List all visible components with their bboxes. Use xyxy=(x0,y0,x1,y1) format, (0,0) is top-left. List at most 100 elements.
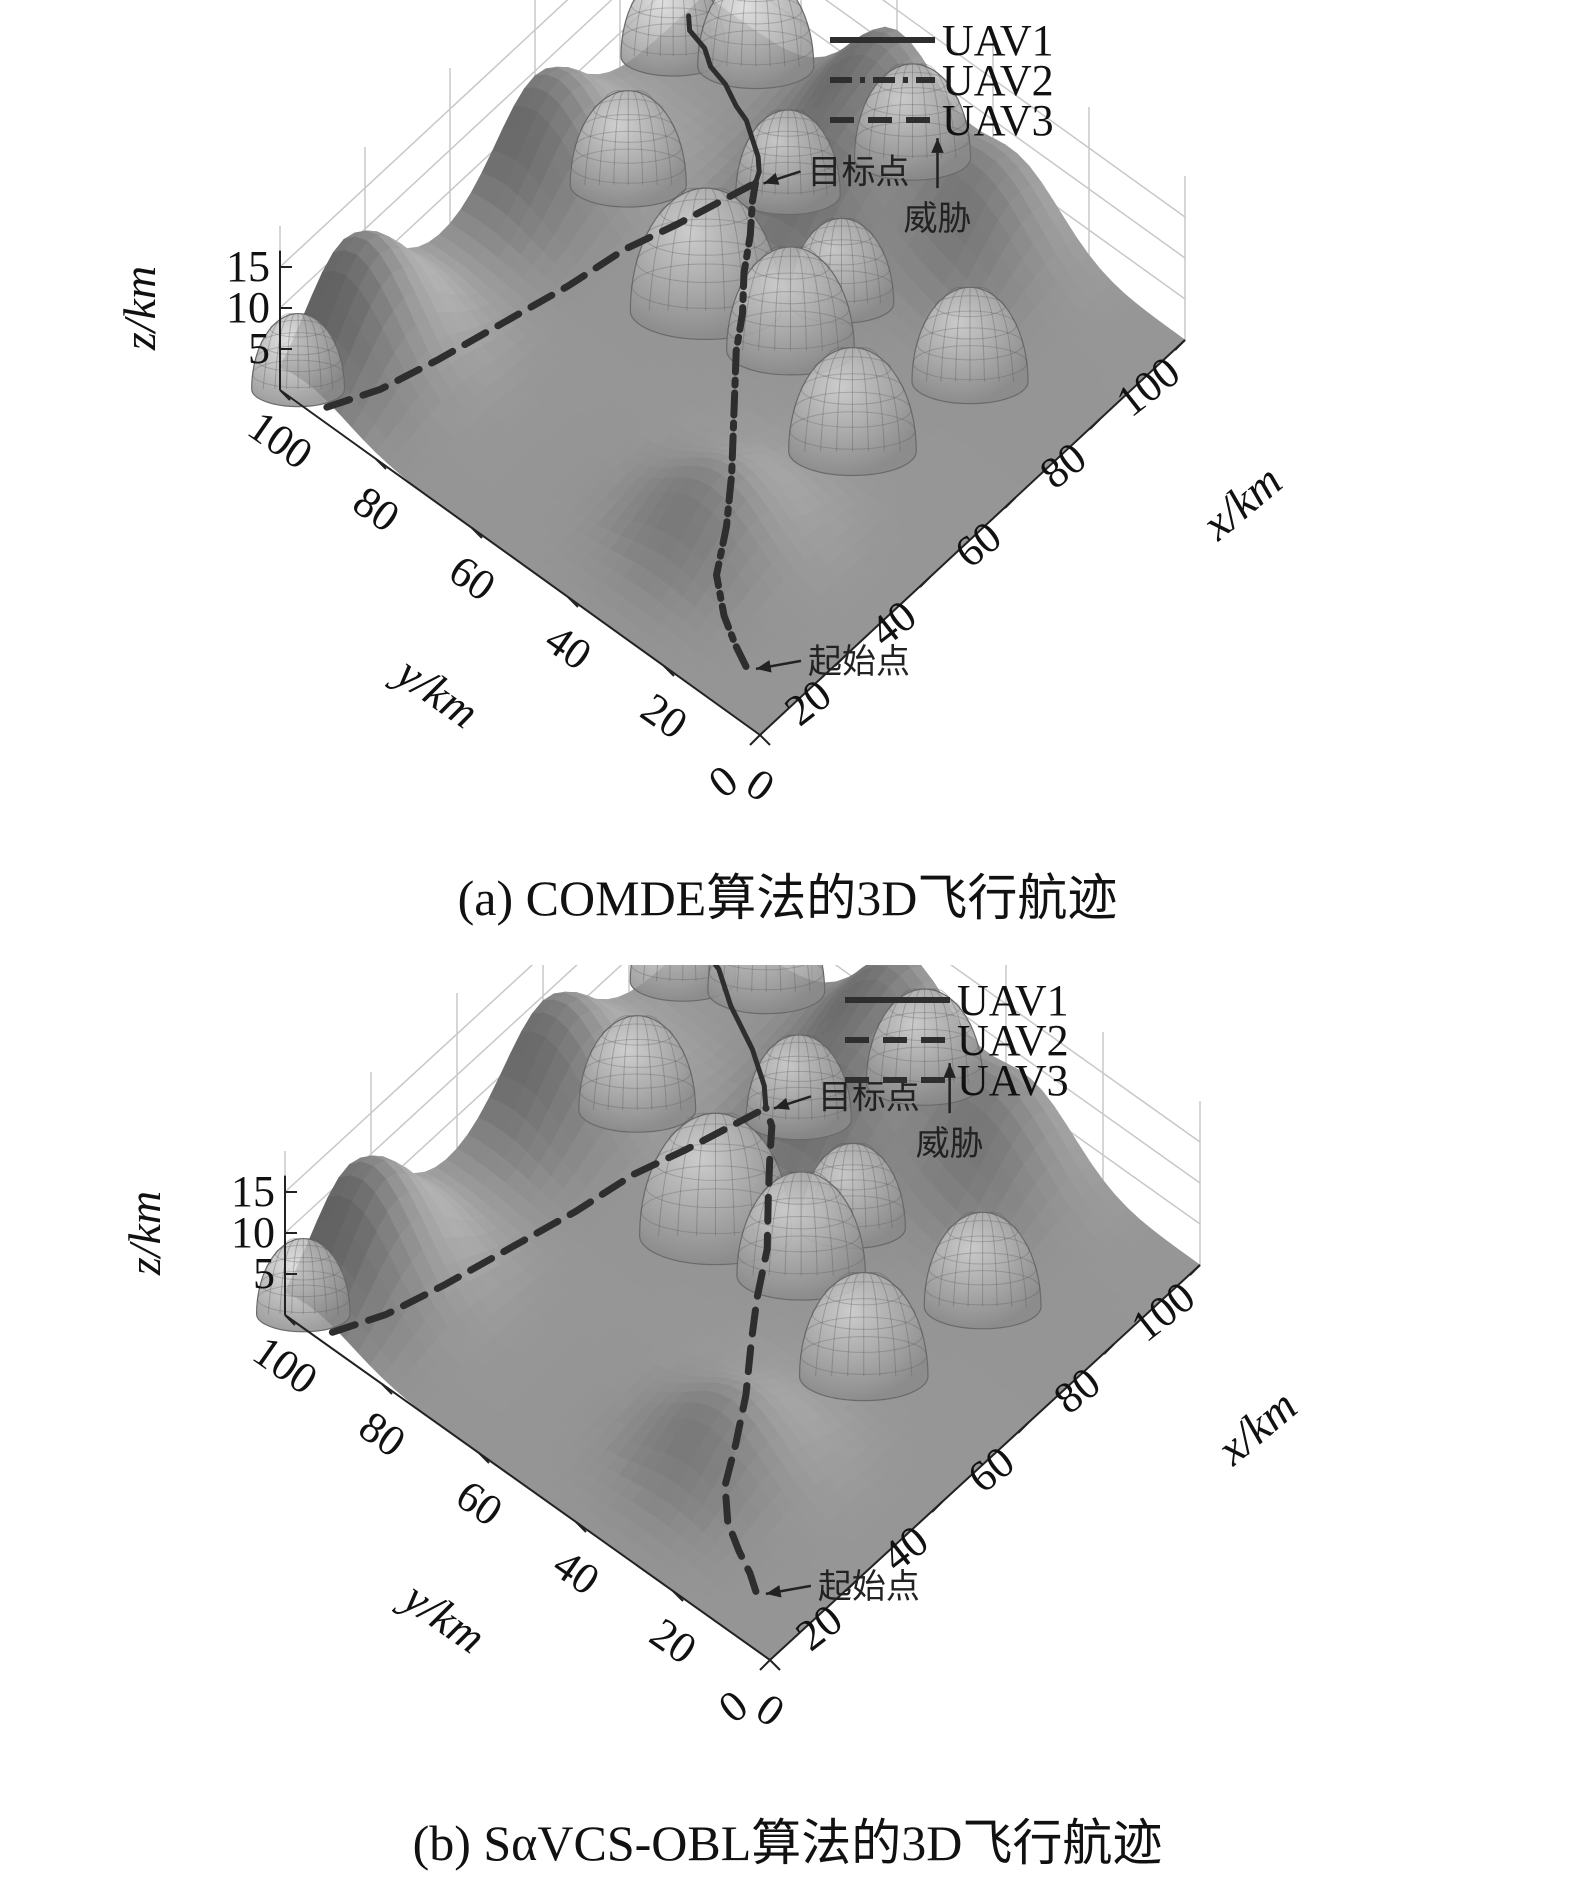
figure-panel-b: 0 20 40 60 80 100 0 20 40 60 80 100 5 10 15 x/km y/km z/k… xyxy=(0,965,1575,1890)
caption-a: (a) COMDE算法的3D飞行航迹 xyxy=(457,870,1118,926)
dome-parallel xyxy=(269,319,327,338)
dome-meridian xyxy=(740,0,746,67)
dome-parallel xyxy=(698,30,814,66)
threat-dome xyxy=(569,90,687,208)
dome-parallel xyxy=(731,291,850,328)
target-arrowhead xyxy=(763,172,780,185)
dome-parallel xyxy=(947,1220,1019,1243)
dome-parallel xyxy=(570,148,686,184)
series-line-uav2 xyxy=(721,1104,776,1595)
dome-meridian xyxy=(921,63,957,159)
dome-meridian xyxy=(751,965,753,992)
dome-meridian xyxy=(868,63,904,159)
dome-meridian xyxy=(866,1272,881,1377)
y-axis-line xyxy=(279,389,761,736)
dome-meridian xyxy=(683,0,687,57)
dome-parallel xyxy=(935,1235,1030,1265)
y-tick xyxy=(471,527,483,539)
dome-parallel xyxy=(745,130,831,157)
dome-parallel xyxy=(923,310,1017,340)
x-tick xyxy=(1004,497,1016,509)
y-tick xyxy=(575,1521,587,1533)
dome-meridian xyxy=(807,965,811,992)
dome-meridian xyxy=(736,965,740,992)
z-tick-label: 15 xyxy=(226,242,270,291)
dome-meridian xyxy=(831,1272,858,1377)
threat-dome xyxy=(798,1272,929,1402)
dome-parallel xyxy=(260,332,336,356)
dome-meridian xyxy=(622,1015,635,1111)
dome-meridian xyxy=(711,0,723,67)
y-tick-label: 100 xyxy=(239,401,321,479)
z-tick-label: 10 xyxy=(231,1208,275,1257)
dome-meridian xyxy=(952,1211,977,1307)
dome-meridian xyxy=(790,109,802,195)
dome-meridian xyxy=(925,286,962,382)
dome-meridian xyxy=(855,1142,867,1229)
dome-shell xyxy=(707,965,826,1015)
dome-meridian xyxy=(972,286,986,382)
dome-parallel xyxy=(858,103,967,137)
dome-meridian xyxy=(648,187,695,311)
dome-meridian xyxy=(779,965,782,992)
dome-meridian xyxy=(846,217,869,304)
threat-dome xyxy=(745,1034,852,1141)
x-tick xyxy=(1174,339,1186,351)
threat-dome xyxy=(735,109,841,216)
target-label: 目标点 xyxy=(808,152,910,192)
dome-parallel xyxy=(746,1086,851,1119)
dome-parallel xyxy=(756,116,820,137)
grid-line xyxy=(284,965,1201,1193)
dome-parallel xyxy=(928,1252,1037,1286)
dome-meridian xyxy=(793,246,807,351)
x-axis-line xyxy=(759,339,1186,736)
dome-meridian xyxy=(607,1015,632,1111)
z-tick-label: 15 xyxy=(231,1167,275,1216)
dome-meridian xyxy=(795,109,828,195)
grid-line xyxy=(279,0,1186,268)
dome-parallel xyxy=(702,12,810,46)
dome-shell xyxy=(911,287,1029,405)
series-line-uav3 xyxy=(328,1104,770,1336)
dome-meridian xyxy=(613,90,626,186)
dome-meridian xyxy=(793,109,815,195)
threat-domes xyxy=(251,0,1029,477)
threat-dome xyxy=(251,313,346,408)
x-tick xyxy=(1017,1422,1029,1434)
dome-meridian xyxy=(843,217,856,304)
y-tick-label: 60 xyxy=(447,1470,511,1535)
dome-shell xyxy=(745,1034,852,1141)
dome-parallel xyxy=(870,1028,979,1062)
dome-parallel xyxy=(265,1257,342,1281)
dome-meridian xyxy=(978,286,1015,382)
dome-parallel xyxy=(736,161,840,194)
series-line-uav2 xyxy=(712,179,759,670)
dome-meridian xyxy=(784,1171,799,1276)
dome-shell xyxy=(798,1272,929,1402)
dome-meridian xyxy=(954,286,968,382)
grid-line xyxy=(279,0,1186,309)
dome-meridian xyxy=(584,90,620,186)
z-tick-label: 10 xyxy=(226,283,270,332)
dome-parallel xyxy=(727,310,854,350)
dome-meridian xyxy=(659,0,664,57)
dome-meridian xyxy=(804,1171,818,1276)
dome-meridian xyxy=(855,347,869,452)
legend-label-uav2: UAV2 xyxy=(942,56,1054,105)
dome-meridian xyxy=(870,1272,897,1377)
axis-frame xyxy=(284,1175,1201,1661)
dome-meridian xyxy=(849,217,882,304)
x-tick xyxy=(931,1501,943,1513)
dome-meridian xyxy=(915,63,928,159)
x-axis-title: x/km xyxy=(1206,1379,1306,1475)
series-line-uav1 xyxy=(686,13,762,186)
start-arrowhead xyxy=(756,660,772,673)
dome-shell xyxy=(697,0,815,90)
dome-parallel xyxy=(738,272,843,305)
dome-parallel xyxy=(669,1123,762,1152)
y-tick-label: 40 xyxy=(536,614,600,679)
dome-parallel xyxy=(804,1316,924,1353)
dome-meridian xyxy=(285,313,296,390)
